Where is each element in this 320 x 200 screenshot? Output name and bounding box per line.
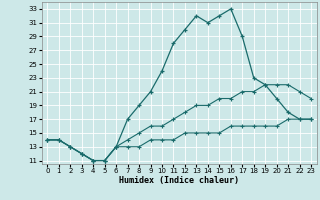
X-axis label: Humidex (Indice chaleur): Humidex (Indice chaleur) bbox=[119, 176, 239, 185]
